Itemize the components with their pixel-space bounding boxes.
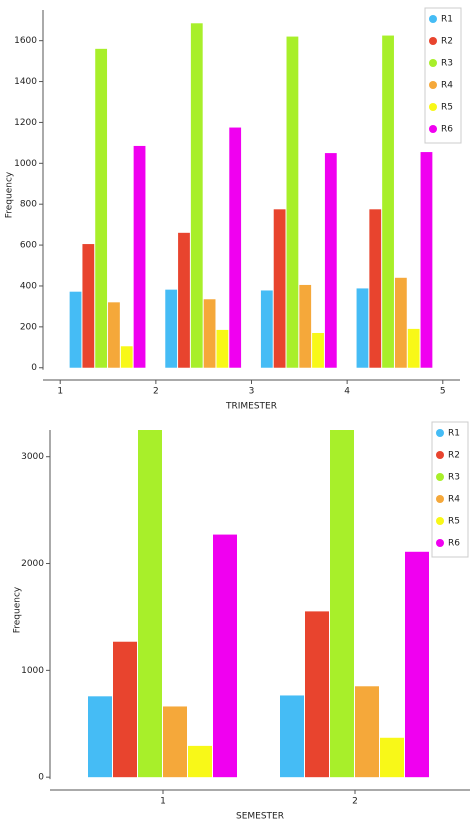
y-tick-label: 0	[31, 363, 37, 373]
bar	[88, 696, 112, 778]
legend-label: R2	[448, 451, 460, 461]
legend-label: R1	[441, 15, 453, 25]
bar	[355, 686, 379, 778]
legend-label: R1	[448, 429, 460, 439]
bar	[133, 145, 146, 368]
bar	[165, 289, 178, 368]
legend-marker	[436, 495, 444, 503]
bar	[299, 284, 312, 368]
y-tick-label: 1600	[14, 36, 37, 46]
y-tick-label: 3000	[21, 452, 44, 462]
legend-box	[431, 421, 469, 558]
bar	[203, 299, 216, 368]
x-tick-label: 2	[153, 387, 159, 397]
bar	[188, 745, 212, 778]
legend-marker	[429, 103, 437, 111]
bar	[108, 302, 120, 368]
legend-marker	[429, 81, 437, 89]
legend-marker	[429, 125, 437, 133]
legend-label: R5	[441, 103, 453, 113]
bar	[163, 706, 187, 778]
legend-label: R5	[448, 517, 460, 527]
bar	[69, 291, 82, 368]
bar	[407, 328, 420, 368]
y-tick-label: 1000	[21, 666, 44, 676]
bar	[369, 209, 382, 368]
legend-label: R3	[441, 59, 453, 69]
legend-marker	[436, 539, 444, 547]
bar	[82, 244, 95, 368]
x-tick-label: 3	[249, 387, 255, 397]
y-tick-label: 1200	[14, 118, 37, 128]
bar	[120, 346, 133, 368]
bar	[380, 737, 404, 778]
bar	[382, 35, 394, 368]
bar	[286, 36, 299, 368]
legend-label: R4	[448, 495, 460, 505]
x-tick-label: 4	[344, 387, 350, 397]
bar	[312, 332, 324, 368]
y-tick-label: 2000	[21, 559, 44, 569]
legend-marker	[436, 429, 444, 437]
bar	[356, 288, 369, 368]
y-tick-label: 600	[20, 241, 37, 251]
bar	[95, 48, 108, 368]
legend-label: R6	[441, 125, 453, 135]
y-axis-label: Frequency	[5, 171, 15, 218]
x-tick-label: 5	[440, 387, 446, 397]
x-tick-label: 1	[57, 387, 63, 397]
bar	[394, 277, 407, 368]
x-tick-label: 2	[352, 797, 358, 807]
y-tick-label: 400	[20, 281, 37, 291]
bar	[229, 127, 242, 368]
y-tick-label: 1000	[14, 159, 37, 169]
y-axis-label: Frequency	[13, 586, 23, 633]
legend-box	[424, 7, 462, 144]
legend-marker	[429, 59, 437, 67]
bar	[113, 641, 137, 778]
bar	[138, 430, 162, 778]
bar	[260, 290, 273, 368]
bar	[213, 534, 237, 778]
bar	[420, 152, 433, 368]
y-tick-label: 1400	[14, 77, 37, 87]
bar	[216, 329, 229, 368]
bar	[273, 209, 286, 368]
y-tick-label: 800	[20, 200, 37, 210]
x-axis-label: SEMESTER	[236, 812, 284, 822]
y-tick-label: 200	[20, 322, 37, 332]
y-tick-label: 0	[38, 773, 44, 783]
legend-marker	[436, 473, 444, 481]
legend-marker	[429, 37, 437, 45]
bar	[330, 430, 354, 778]
legend-marker	[429, 15, 437, 23]
legend-label: R6	[448, 539, 460, 549]
legend-marker	[436, 517, 444, 525]
bar	[190, 23, 203, 368]
legend-marker	[436, 451, 444, 459]
bar	[324, 153, 337, 368]
x-tick-label: 1	[160, 797, 166, 807]
legend-label: R4	[441, 81, 453, 91]
x-axis-label: TRIMESTER	[225, 402, 277, 412]
legend-label: R3	[448, 473, 460, 483]
bar	[405, 551, 429, 778]
bar	[280, 695, 304, 778]
bar	[178, 232, 190, 368]
legend-label: R2	[441, 37, 453, 47]
bar	[305, 611, 329, 778]
